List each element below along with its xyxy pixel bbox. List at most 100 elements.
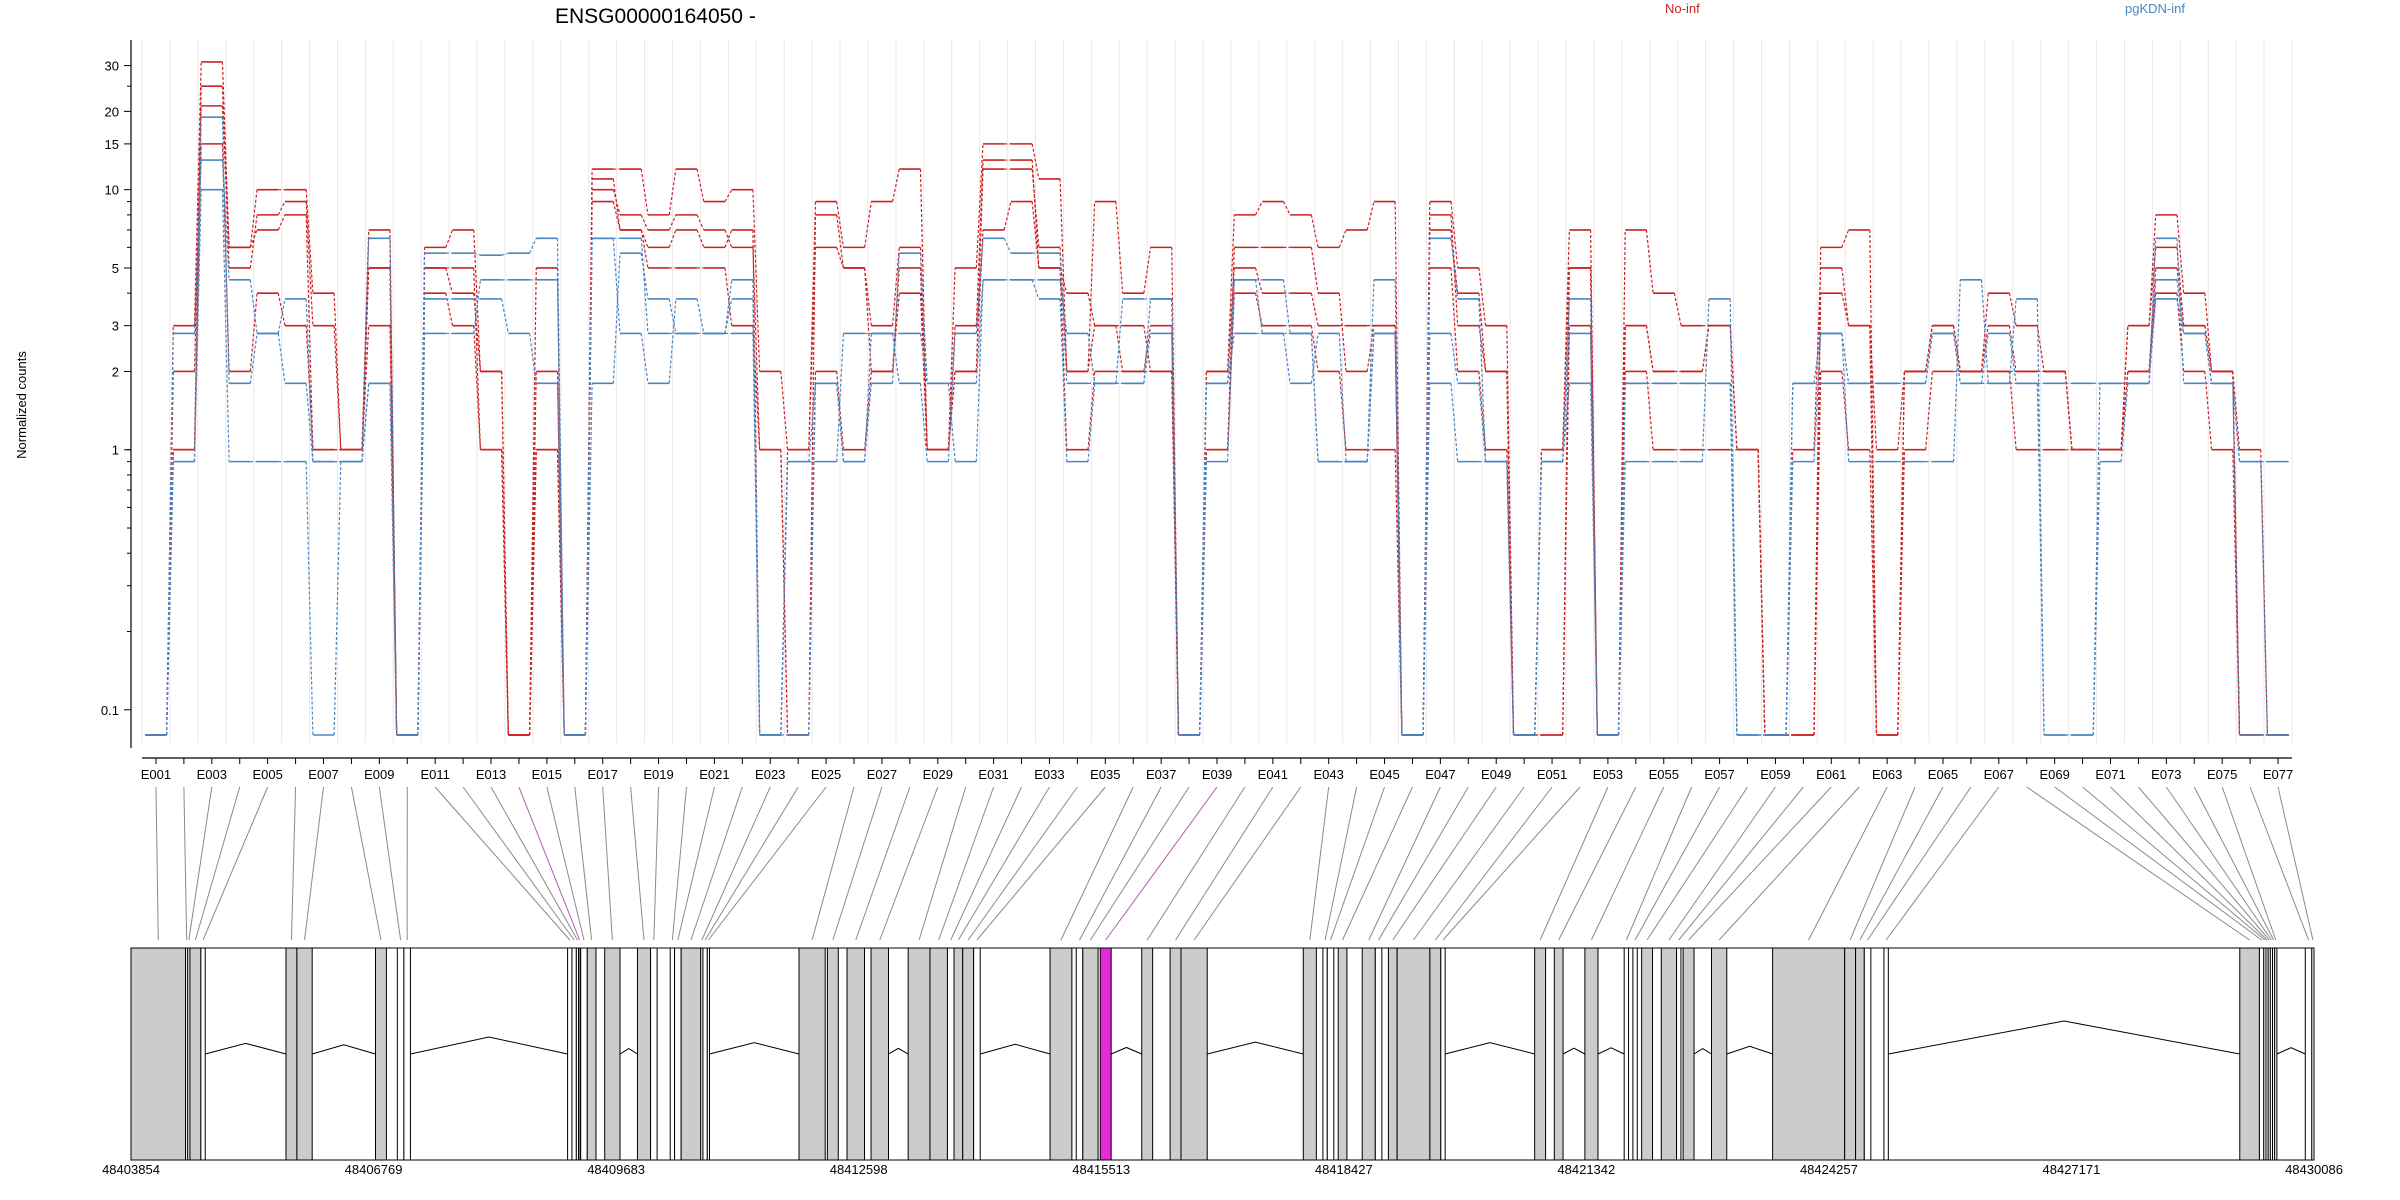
connector-e032 [950,786,1022,941]
series-connector [1841,371,1850,450]
series-connector [2176,214,2185,294]
series-connector [2008,298,2017,384]
series-connector [1450,238,1459,300]
series-connector [1031,279,1040,300]
exon-box-e020 [669,947,676,1161]
connector-e061 [1688,786,1832,941]
series-connector [724,229,733,248]
x-tick-label: E019 [643,767,673,782]
exon-box-e038 [1082,947,1099,1161]
exon-box-e011 [567,947,573,1161]
series-connector [780,461,789,736]
exon-box-e045 [1326,947,1335,1161]
series-connector [1115,325,1124,372]
series-connector [277,201,286,216]
series-connector [2176,279,2185,334]
series-connector [1925,325,1933,372]
series-connector [1310,325,1319,372]
series-connector [808,383,817,736]
exon-box-e044 [1322,947,1328,1161]
connector-e062 [1718,786,1860,941]
series-connector [556,383,565,736]
connector-e041 [1175,786,1274,941]
series-connector [277,214,286,231]
series-connector [1338,293,1347,372]
series-connector [1143,325,1152,372]
series-connector [361,238,370,462]
series-connector [836,247,844,269]
series-connector [1980,325,1989,372]
intron-line [1110,1046,1142,1055]
connector-e019 [653,786,660,941]
series-connector [221,117,230,384]
series-connector [1478,293,1487,372]
intron-line [312,1044,376,1055]
series-connector [1115,201,1124,294]
series-connector [1031,160,1040,268]
series-connector [389,383,398,736]
exon-box-e033 [953,947,964,1161]
connector-e066 [1867,786,1972,941]
x-tick-label: E057 [1704,767,1734,782]
intron-line [205,1042,287,1055]
intron-line [410,1036,568,1055]
exon-box-e027 [826,947,839,1161]
series-connector [2120,371,2129,450]
exon-box-e021 [674,947,682,1161]
exon-box-e048 [1374,947,1383,1161]
x-tick-label: E003 [197,767,227,782]
series-connector [305,201,314,326]
connector-e012 [462,786,575,941]
series-connector [864,333,872,462]
connector-e049 [1392,786,1497,941]
y-axis-label: Normalized counts [14,351,29,459]
x-tick-label: E061 [1816,767,1846,782]
series-connector [193,160,202,334]
intron-line [1445,1042,1535,1055]
series-connector [1227,267,1235,372]
series-connector [1059,178,1068,372]
connector-e003 [188,786,213,941]
series-connector [1087,333,1096,384]
series-connector [1059,267,1068,450]
series-connector [891,247,900,326]
series-connector [445,229,454,248]
series-connector [975,143,984,268]
connector-e054 [1558,786,1637,941]
series-connector [1589,383,1598,736]
series-connector [221,61,230,248]
connector-e016 [574,786,593,941]
exon-box-e004 [189,947,202,1161]
connector-e002 [183,786,188,941]
series-connector [473,279,482,334]
x-tick-label: E055 [1649,767,1679,782]
connector-e069 [2054,786,2262,941]
series-connector [2064,371,2073,450]
series-connector [1645,229,1654,294]
x-tick-label: E069 [2039,767,2069,782]
x-tick-label: E017 [588,767,618,782]
series-connector [1087,201,1096,372]
exon-box-e036 [1049,947,1073,1161]
x-tick-label: E059 [1760,767,1790,782]
series-connector [1282,279,1291,334]
x-tick-label: E015 [532,767,562,782]
series-connector [277,333,286,384]
y-tick-label: 5 [112,261,119,276]
series-connector [864,383,872,462]
series-connector [473,252,481,256]
exon-box-e064 [1844,947,1857,1161]
series-connector [1980,333,1989,384]
series-connector [1254,201,1263,216]
exon-box-e054 [1553,947,1564,1161]
series-connector [752,333,761,736]
exon-box-e059 [1660,947,1678,1161]
connector-e034 [967,786,1078,941]
x-tick-label: E029 [923,767,953,782]
series-connector [1701,298,1710,462]
exon-box-e030 [907,947,931,1161]
series-connector [1003,238,1012,254]
intron-line [619,1047,638,1055]
genomic-tick-label: 48424257 [1800,1162,1858,1177]
series-connector [389,238,398,736]
